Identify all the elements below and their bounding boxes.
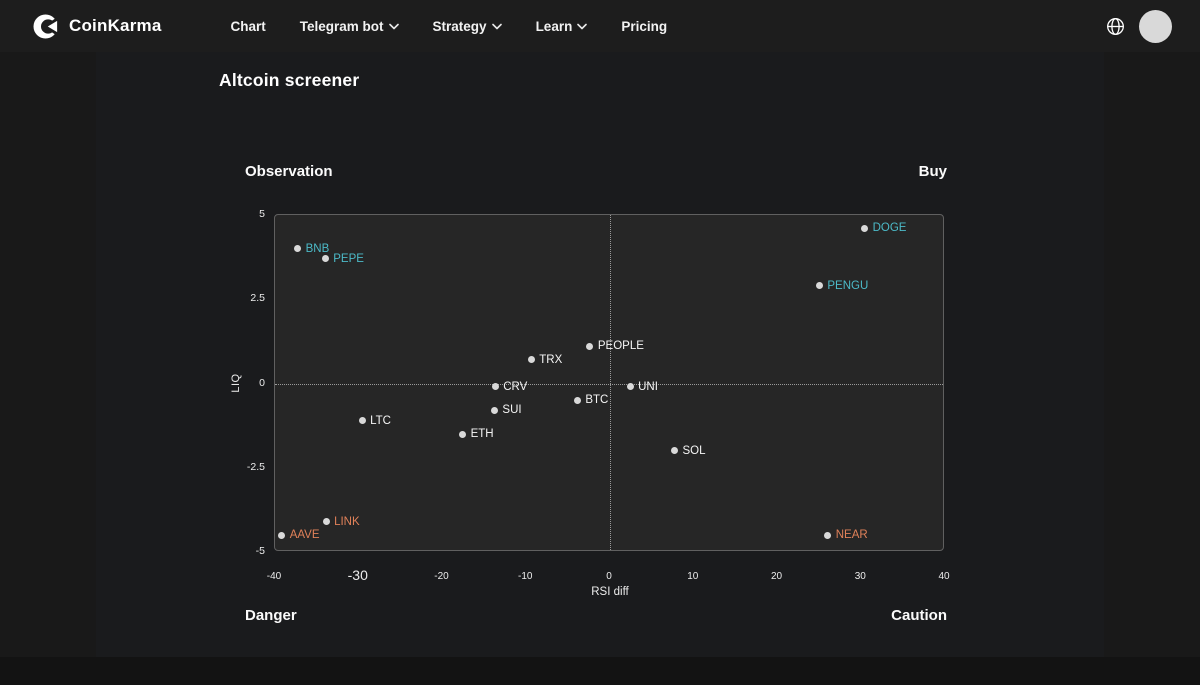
point-label: SOL (682, 444, 706, 457)
y-tick-label: 5 (259, 208, 265, 220)
x-tick-label: 0 (606, 571, 612, 582)
nav-item-telegram-bot[interactable]: Telegram bot (300, 19, 399, 34)
point-dot (278, 531, 286, 539)
point-label: ETH (470, 428, 494, 441)
point-label: BTC (585, 394, 609, 407)
point-dot (586, 342, 594, 350)
x-tick-label: 20 (770, 571, 783, 582)
nav-item-label: Learn (535, 18, 573, 34)
point-dot (626, 383, 634, 391)
point-label: SUI (502, 404, 522, 417)
quadrant-label-caution: Caution (891, 607, 947, 624)
nav-item-label: Telegram bot (299, 18, 384, 34)
nav-item-label: Strategy (432, 18, 487, 34)
nav-menu: Chart Telegram bot Strategy Learn (231, 19, 668, 34)
point-label: PEOPLE (597, 340, 644, 353)
y-axis-ticks: 5 2.5 0 -2.5 -5 (0, 208, 265, 557)
y-tick-label: 2.5 (250, 292, 265, 305)
point-dot (861, 224, 869, 232)
brand-name: CoinKarma (69, 16, 162, 35)
page-title: Altcoin screener (219, 70, 360, 90)
nav-item-chart[interactable]: Chart (231, 19, 266, 34)
nav-item-learn[interactable]: Learn (536, 19, 588, 34)
coinkarma-logo-icon (32, 13, 59, 40)
x-axis-label: RSI diff (591, 586, 629, 598)
point-label: BNB (305, 242, 330, 255)
point-dot (358, 417, 366, 425)
nav-item-label: Chart (230, 18, 266, 34)
x-tick-label: -30 (347, 567, 368, 583)
point-dot (527, 356, 535, 364)
x-axis-ticks: -40 -30 -20 -10 0 10 20 30 40 (267, 567, 950, 589)
quadrant-label-buy: Buy (918, 163, 947, 180)
point-label: LINK (334, 515, 360, 528)
point-dot (321, 255, 329, 263)
x-tick-label: 30 (854, 571, 866, 582)
nav-right (1106, 9, 1172, 43)
point-dot (573, 396, 581, 404)
point-dot (490, 406, 498, 414)
point-label: DOGE (872, 222, 907, 235)
x-tick-label: 10 (687, 571, 699, 582)
nav-item-strategy[interactable]: Strategy (433, 19, 502, 34)
point-label: AAVE (289, 529, 320, 542)
quadrant-label-observation: Observation (245, 163, 333, 180)
nav-item-label: Pricing (621, 18, 668, 34)
point-dot (815, 282, 823, 290)
chevron-down-icon (491, 23, 502, 30)
y-tick-label: -2.5 (246, 460, 265, 473)
chevron-down-icon (388, 23, 399, 30)
point-dot (670, 447, 678, 455)
nav-item-pricing[interactable]: Pricing (621, 19, 667, 34)
quadrant-label-danger: Danger (245, 607, 297, 624)
point-label: LTC (370, 414, 391, 427)
crosshair-horizontal-line (275, 383, 943, 385)
y-tick-label: -5 (255, 545, 265, 557)
y-axis-label: LIQ (230, 373, 242, 393)
point-dot (322, 518, 330, 526)
brand-home-link[interactable]: CoinKarma (32, 13, 162, 40)
point-dot (459, 430, 467, 438)
x-tick-label: -20 (434, 571, 449, 582)
point-label: PENGU (827, 279, 869, 292)
footer-strip (0, 657, 1200, 685)
point-label: CRV (503, 380, 528, 393)
plot-area: BNB PEPE DOGE PENGU PEOPLE TRX CRV UNI BTC SUI ETH… (274, 214, 944, 551)
x-tick-label: -40 (266, 571, 282, 582)
point-label: UNI (638, 380, 658, 393)
point-dot (491, 383, 499, 391)
chevron-down-icon (577, 23, 588, 30)
point-label: PEPE (333, 252, 364, 265)
point-dot (294, 245, 302, 253)
y-tick-label: 0 (259, 376, 265, 389)
globe-icon[interactable] (1106, 17, 1125, 36)
point-label: TRX (539, 353, 563, 366)
x-tick-label: -10 (518, 571, 533, 582)
point-label: NEAR (835, 529, 868, 542)
crosshair-vertical-line (610, 215, 611, 550)
user-avatar[interactable] (1139, 9, 1172, 43)
x-tick-label: 40 (938, 571, 950, 582)
top-nav: CoinKarma Chart Telegram bot Strategy Le… (0, 0, 1200, 52)
point-dot (824, 531, 832, 539)
